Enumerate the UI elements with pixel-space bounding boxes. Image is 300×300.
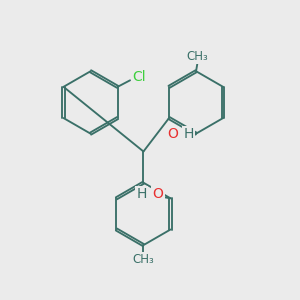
Text: Cl: Cl bbox=[132, 70, 146, 84]
Text: H: H bbox=[184, 127, 194, 141]
Text: CH₃: CH₃ bbox=[187, 50, 208, 63]
Text: O: O bbox=[167, 127, 178, 141]
Text: CH₃: CH₃ bbox=[133, 254, 154, 266]
Text: H: H bbox=[136, 188, 147, 201]
Text: O: O bbox=[153, 188, 164, 201]
